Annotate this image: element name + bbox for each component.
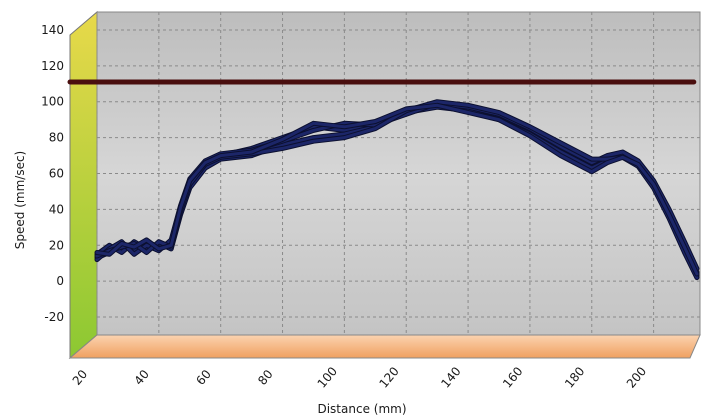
x-tick-label: 20	[70, 367, 91, 388]
y-tick-label: -20	[44, 310, 64, 324]
series-layer	[94, 99, 700, 281]
y-tick-label: 140	[41, 23, 64, 37]
series-line-5	[95, 103, 699, 276]
x-tick-label: 160	[500, 364, 525, 391]
y-tick-label: 60	[49, 167, 64, 181]
floor	[68, 334, 701, 359]
x-tick-label: 140	[438, 364, 463, 391]
left-wall	[69, 10, 98, 360]
x-tick-label: 40	[131, 367, 152, 388]
y-axis-title: Speed (mm/sec)	[13, 151, 27, 249]
x-tick-label: 200	[624, 364, 649, 391]
y-tick-label: 20	[49, 238, 64, 252]
x-tick-labels: 20 40 60 80 100 120 140 160 180 200	[70, 364, 650, 391]
y-tick-label: 120	[41, 59, 64, 73]
y-tick-label: 40	[49, 202, 64, 216]
x-tick-label: 180	[562, 364, 587, 391]
x-tick-label: 100	[315, 364, 340, 391]
x-tick-label: 80	[255, 367, 276, 388]
y-tick-label: 80	[49, 131, 64, 145]
x-tick-label: 120	[376, 364, 401, 391]
y-tick-label: 0	[56, 274, 64, 288]
x-axis-title: Distance (mm)	[317, 402, 406, 416]
grid-lines	[96, 12, 700, 335]
y-tick-label: 100	[41, 95, 64, 109]
y-tick-labels: -20 0 20 40 60 80 100 120 140	[41, 23, 64, 324]
x-tick-label: 60	[193, 367, 214, 388]
